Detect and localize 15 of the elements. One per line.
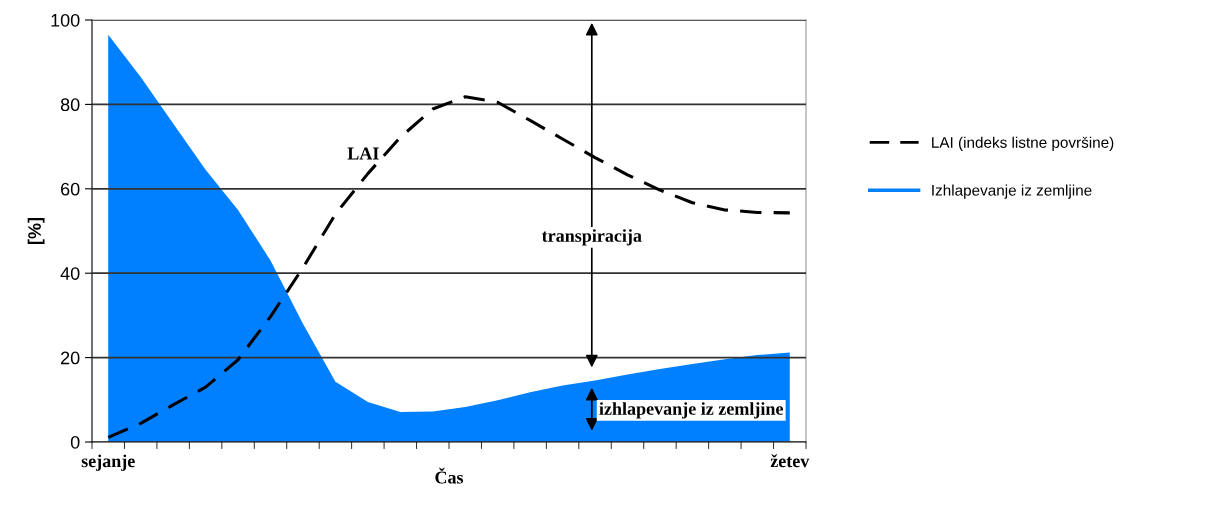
y-tick-label: 80: [60, 98, 80, 112]
y-tick-label: 40: [60, 267, 80, 280]
y-axis-title: [%]: [27, 217, 45, 245]
legend-label: Izhlapevanje iz zemljine: [932, 184, 1092, 199]
x-tick-label: sejanje: [81, 454, 135, 471]
legend-label: LAI (indeks listne površine): [932, 136, 1114, 151]
annotation: LAI: [347, 147, 379, 160]
y-tick-label: 60: [61, 182, 80, 196]
x-axis-title: Čas: [435, 467, 464, 484]
y-tick-label: 0: [70, 435, 80, 449]
x-tick-label: žetev: [770, 454, 810, 468]
y-tick-label: 20: [61, 351, 80, 365]
y-tick-label: 100: [51, 13, 80, 27]
annotation: transpiracija: [541, 229, 642, 246]
annotation: izhlapevanje iz zemljine: [599, 402, 783, 419]
